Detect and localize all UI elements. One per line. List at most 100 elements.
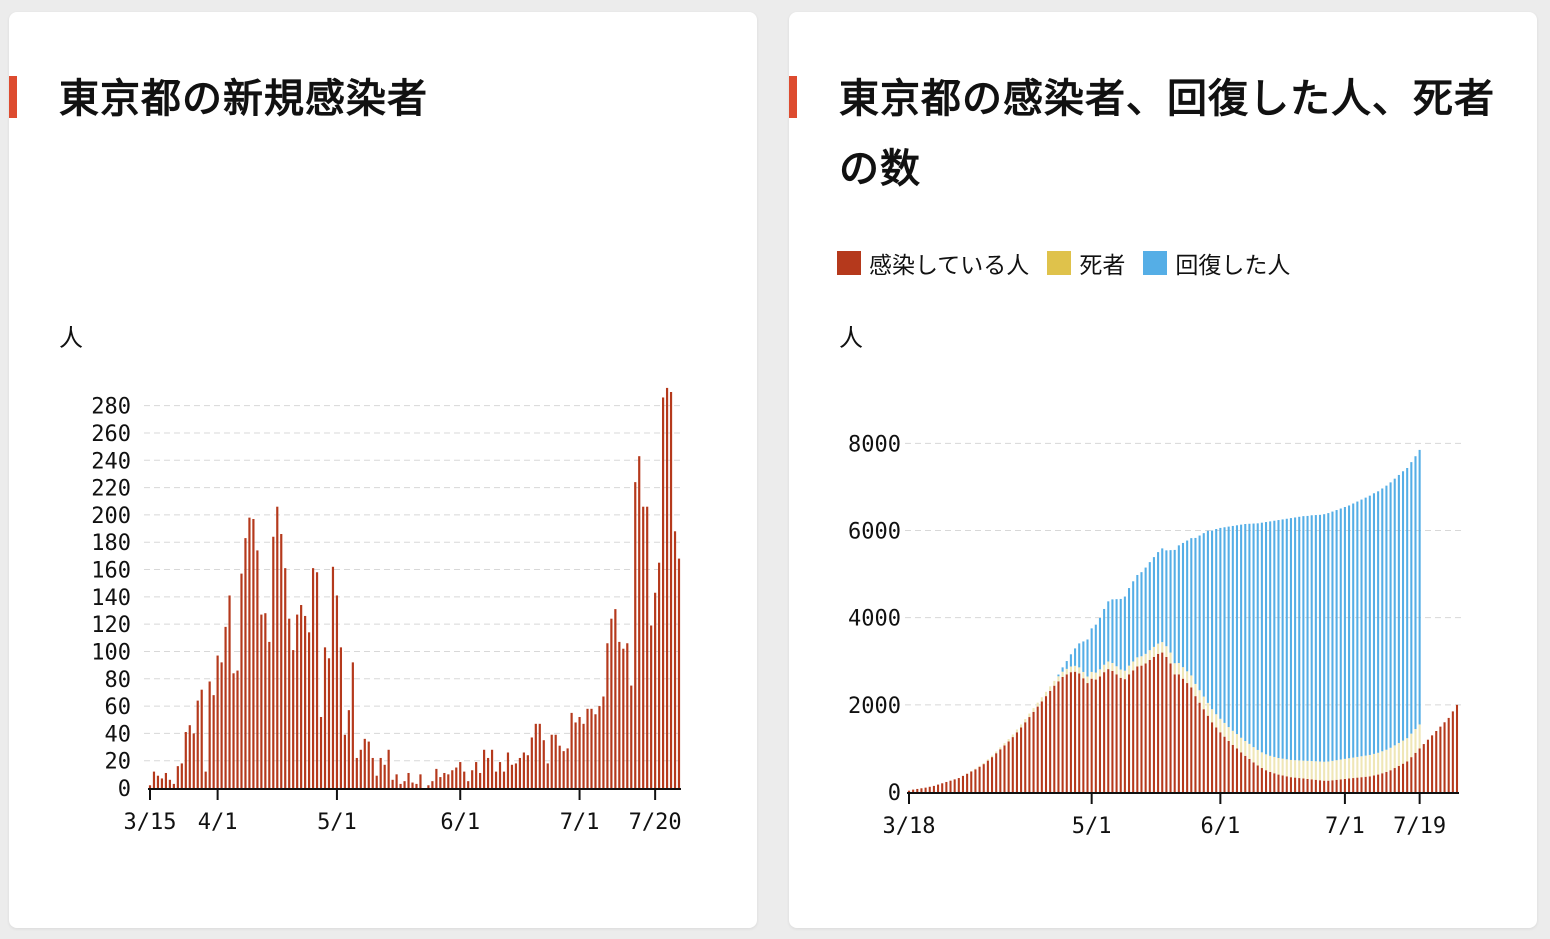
bar-deaths (1327, 761, 1330, 781)
bar-infected (912, 789, 915, 792)
cumulative-chart: 0 2000 4000 6000 8000 3/18 5/1 6/1 7/1 7/19 (848, 432, 1461, 839)
bar-infected (982, 764, 985, 792)
bar (471, 770, 474, 788)
bar-infected (1443, 722, 1446, 792)
bar-recovered (1198, 535, 1201, 691)
bar-infected (1240, 752, 1243, 792)
bar (463, 771, 466, 788)
bar-recovered (1223, 527, 1226, 723)
bar-deaths (1401, 740, 1405, 764)
bar (677, 558, 681, 788)
bar-infected (974, 769, 977, 792)
y-tick-label: 160 (91, 559, 131, 584)
bar (188, 725, 191, 788)
legend-item-infected: 感染している人 (837, 246, 1029, 280)
bar-infected (1007, 741, 1010, 792)
bar-deaths (1007, 739, 1010, 742)
bar (152, 771, 156, 788)
bar (351, 662, 354, 788)
cumulative-unit-label: 人 (839, 324, 863, 352)
bar-recovered (1327, 513, 1330, 762)
bar (554, 734, 557, 788)
bar (486, 757, 490, 788)
bar-deaths (1049, 686, 1052, 691)
bar (192, 733, 195, 788)
bar-infected (1157, 653, 1160, 792)
bar-infected (1368, 776, 1371, 792)
bar (160, 778, 164, 788)
bar (467, 781, 470, 788)
bar-infected (1252, 762, 1255, 792)
bar (232, 673, 235, 788)
bar (359, 749, 362, 788)
bar (311, 568, 315, 788)
bar-deaths (1123, 670, 1126, 680)
bar-infected (1069, 672, 1072, 792)
bar-recovered (1285, 518, 1288, 760)
bar-recovered (1389, 482, 1392, 748)
bar-infected (1393, 768, 1396, 792)
bar (216, 655, 219, 788)
bar (260, 614, 263, 788)
bar-infected (1294, 777, 1297, 792)
bar-deaths (1090, 671, 1093, 679)
bar-deaths (1414, 729, 1417, 753)
bar-infected (1343, 778, 1346, 792)
bar-deaths (1252, 747, 1255, 763)
bar-deaths (978, 765, 981, 767)
bar-infected (995, 753, 998, 792)
bar-recovered (1194, 537, 1197, 684)
bar-infected (1215, 727, 1218, 792)
bar-infected (1310, 779, 1313, 792)
bar-recovered (1240, 524, 1243, 738)
x-tick-label: 5/1 (1072, 814, 1112, 839)
bar-recovered (1065, 661, 1068, 669)
bar-recovered (1206, 530, 1209, 703)
bar-deaths (1206, 702, 1209, 716)
bar-infected (1352, 778, 1355, 792)
bar (530, 737, 533, 788)
bar-deaths (1277, 758, 1280, 775)
bar-deaths (1032, 708, 1035, 712)
bar (220, 662, 223, 788)
bar-recovered (1181, 542, 1185, 668)
bar-recovered (1127, 588, 1131, 666)
bar (522, 752, 525, 788)
bar-infected (1053, 685, 1056, 792)
bar-deaths (982, 763, 985, 765)
bar (415, 783, 418, 788)
bar-infected (1177, 674, 1180, 792)
bar-deaths (1161, 642, 1164, 653)
bar-recovered (1310, 515, 1313, 762)
bar-recovered (1381, 488, 1384, 752)
bar-recovered (1090, 628, 1093, 672)
legend-label-deaths: 死者 (1079, 253, 1126, 279)
bar-deaths (1314, 761, 1317, 780)
bar (176, 766, 179, 788)
bar-deaths (1339, 759, 1342, 780)
bar-recovered (1298, 516, 1301, 761)
bar-infected (941, 783, 944, 792)
bar-infected (1123, 679, 1126, 792)
bar-recovered (1277, 520, 1280, 759)
bar (375, 775, 378, 788)
bar-recovered (1418, 449, 1421, 725)
bar (562, 751, 565, 788)
bar (383, 764, 386, 788)
bar-recovered (1360, 499, 1363, 757)
bar-infected (1024, 722, 1027, 792)
bar-deaths (1040, 697, 1043, 702)
bar-infected (1306, 778, 1309, 792)
bar (339, 647, 343, 788)
bar-deaths (1356, 756, 1359, 778)
bar-infected (1082, 678, 1085, 792)
y-tick-label: 2000 (848, 694, 901, 719)
bar-recovered (1148, 562, 1151, 651)
bar (566, 748, 569, 788)
bar-recovered (1368, 495, 1371, 755)
bar-recovered (1152, 557, 1155, 647)
bar (534, 723, 537, 788)
bar-infected (1015, 732, 1018, 792)
bar-infected (1165, 656, 1168, 792)
bar-infected (1277, 774, 1280, 792)
